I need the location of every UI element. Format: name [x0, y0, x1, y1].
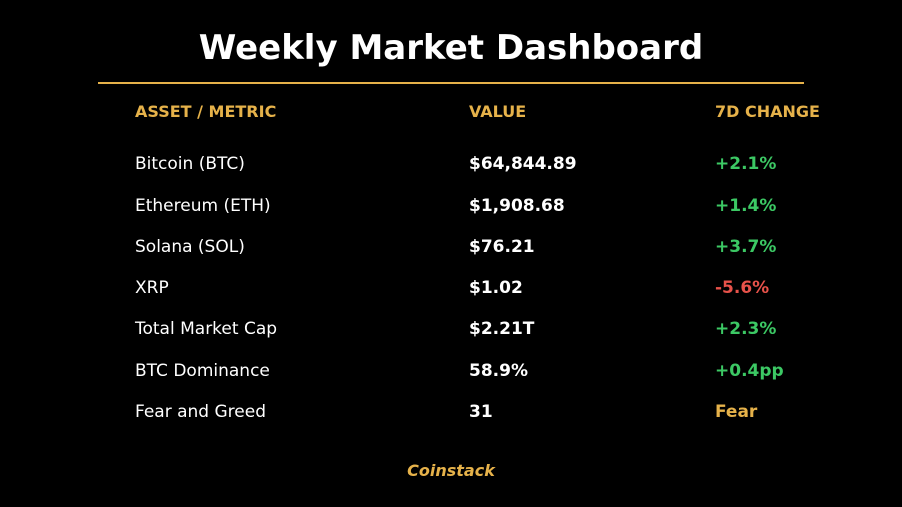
title-divider [98, 82, 804, 84]
table-row: Fear and Greed 31 Fear [0, 401, 902, 425]
row-change: Fear [715, 402, 758, 422]
row-name: Total Market Cap [135, 319, 278, 339]
row-name: BTC Dominance [135, 361, 270, 381]
table-row: BTC Dominance 58.9% +0.4pp [0, 360, 902, 384]
row-name: Fear and Greed [135, 402, 267, 422]
table-row: Solana (SOL) $76.21 +3.7% [0, 236, 902, 260]
header-asset: ASSET / METRIC [135, 102, 277, 121]
row-value: 31 [469, 402, 493, 422]
row-name: Solana (SOL) [135, 237, 245, 257]
row-change: +1.4% [715, 196, 777, 216]
row-change: +2.3% [715, 319, 777, 339]
row-name: Bitcoin (BTC) [135, 154, 245, 174]
row-value: $1,908.68 [469, 196, 565, 216]
row-value: $1.02 [469, 278, 523, 298]
table-row: XRP $1.02 -5.6% [0, 277, 902, 301]
row-change: +2.1% [715, 154, 777, 174]
header-value: VALUE [469, 102, 527, 121]
row-value: $2.21T [469, 319, 535, 339]
row-value: $76.21 [469, 237, 535, 257]
page-title: Weekly Market Dashboard [198, 28, 704, 68]
row-change: +3.7% [715, 237, 777, 257]
row-change: +0.4pp [715, 361, 784, 381]
row-change: -5.6% [715, 278, 770, 298]
brand-footer: Coinstack [407, 461, 495, 480]
row-name: Ethereum (ETH) [135, 196, 271, 216]
table-row: Bitcoin (BTC) $64,844.89 +2.1% [0, 153, 902, 177]
header-change: 7D CHANGE [715, 102, 820, 121]
row-name: XRP [135, 278, 169, 298]
row-value: 58.9% [469, 361, 528, 381]
table-row: Ethereum (ETH) $1,908.68 +1.4% [0, 195, 902, 219]
table-row: Total Market Cap $2.21T +2.3% [0, 318, 902, 342]
row-value: $64,844.89 [469, 154, 577, 174]
